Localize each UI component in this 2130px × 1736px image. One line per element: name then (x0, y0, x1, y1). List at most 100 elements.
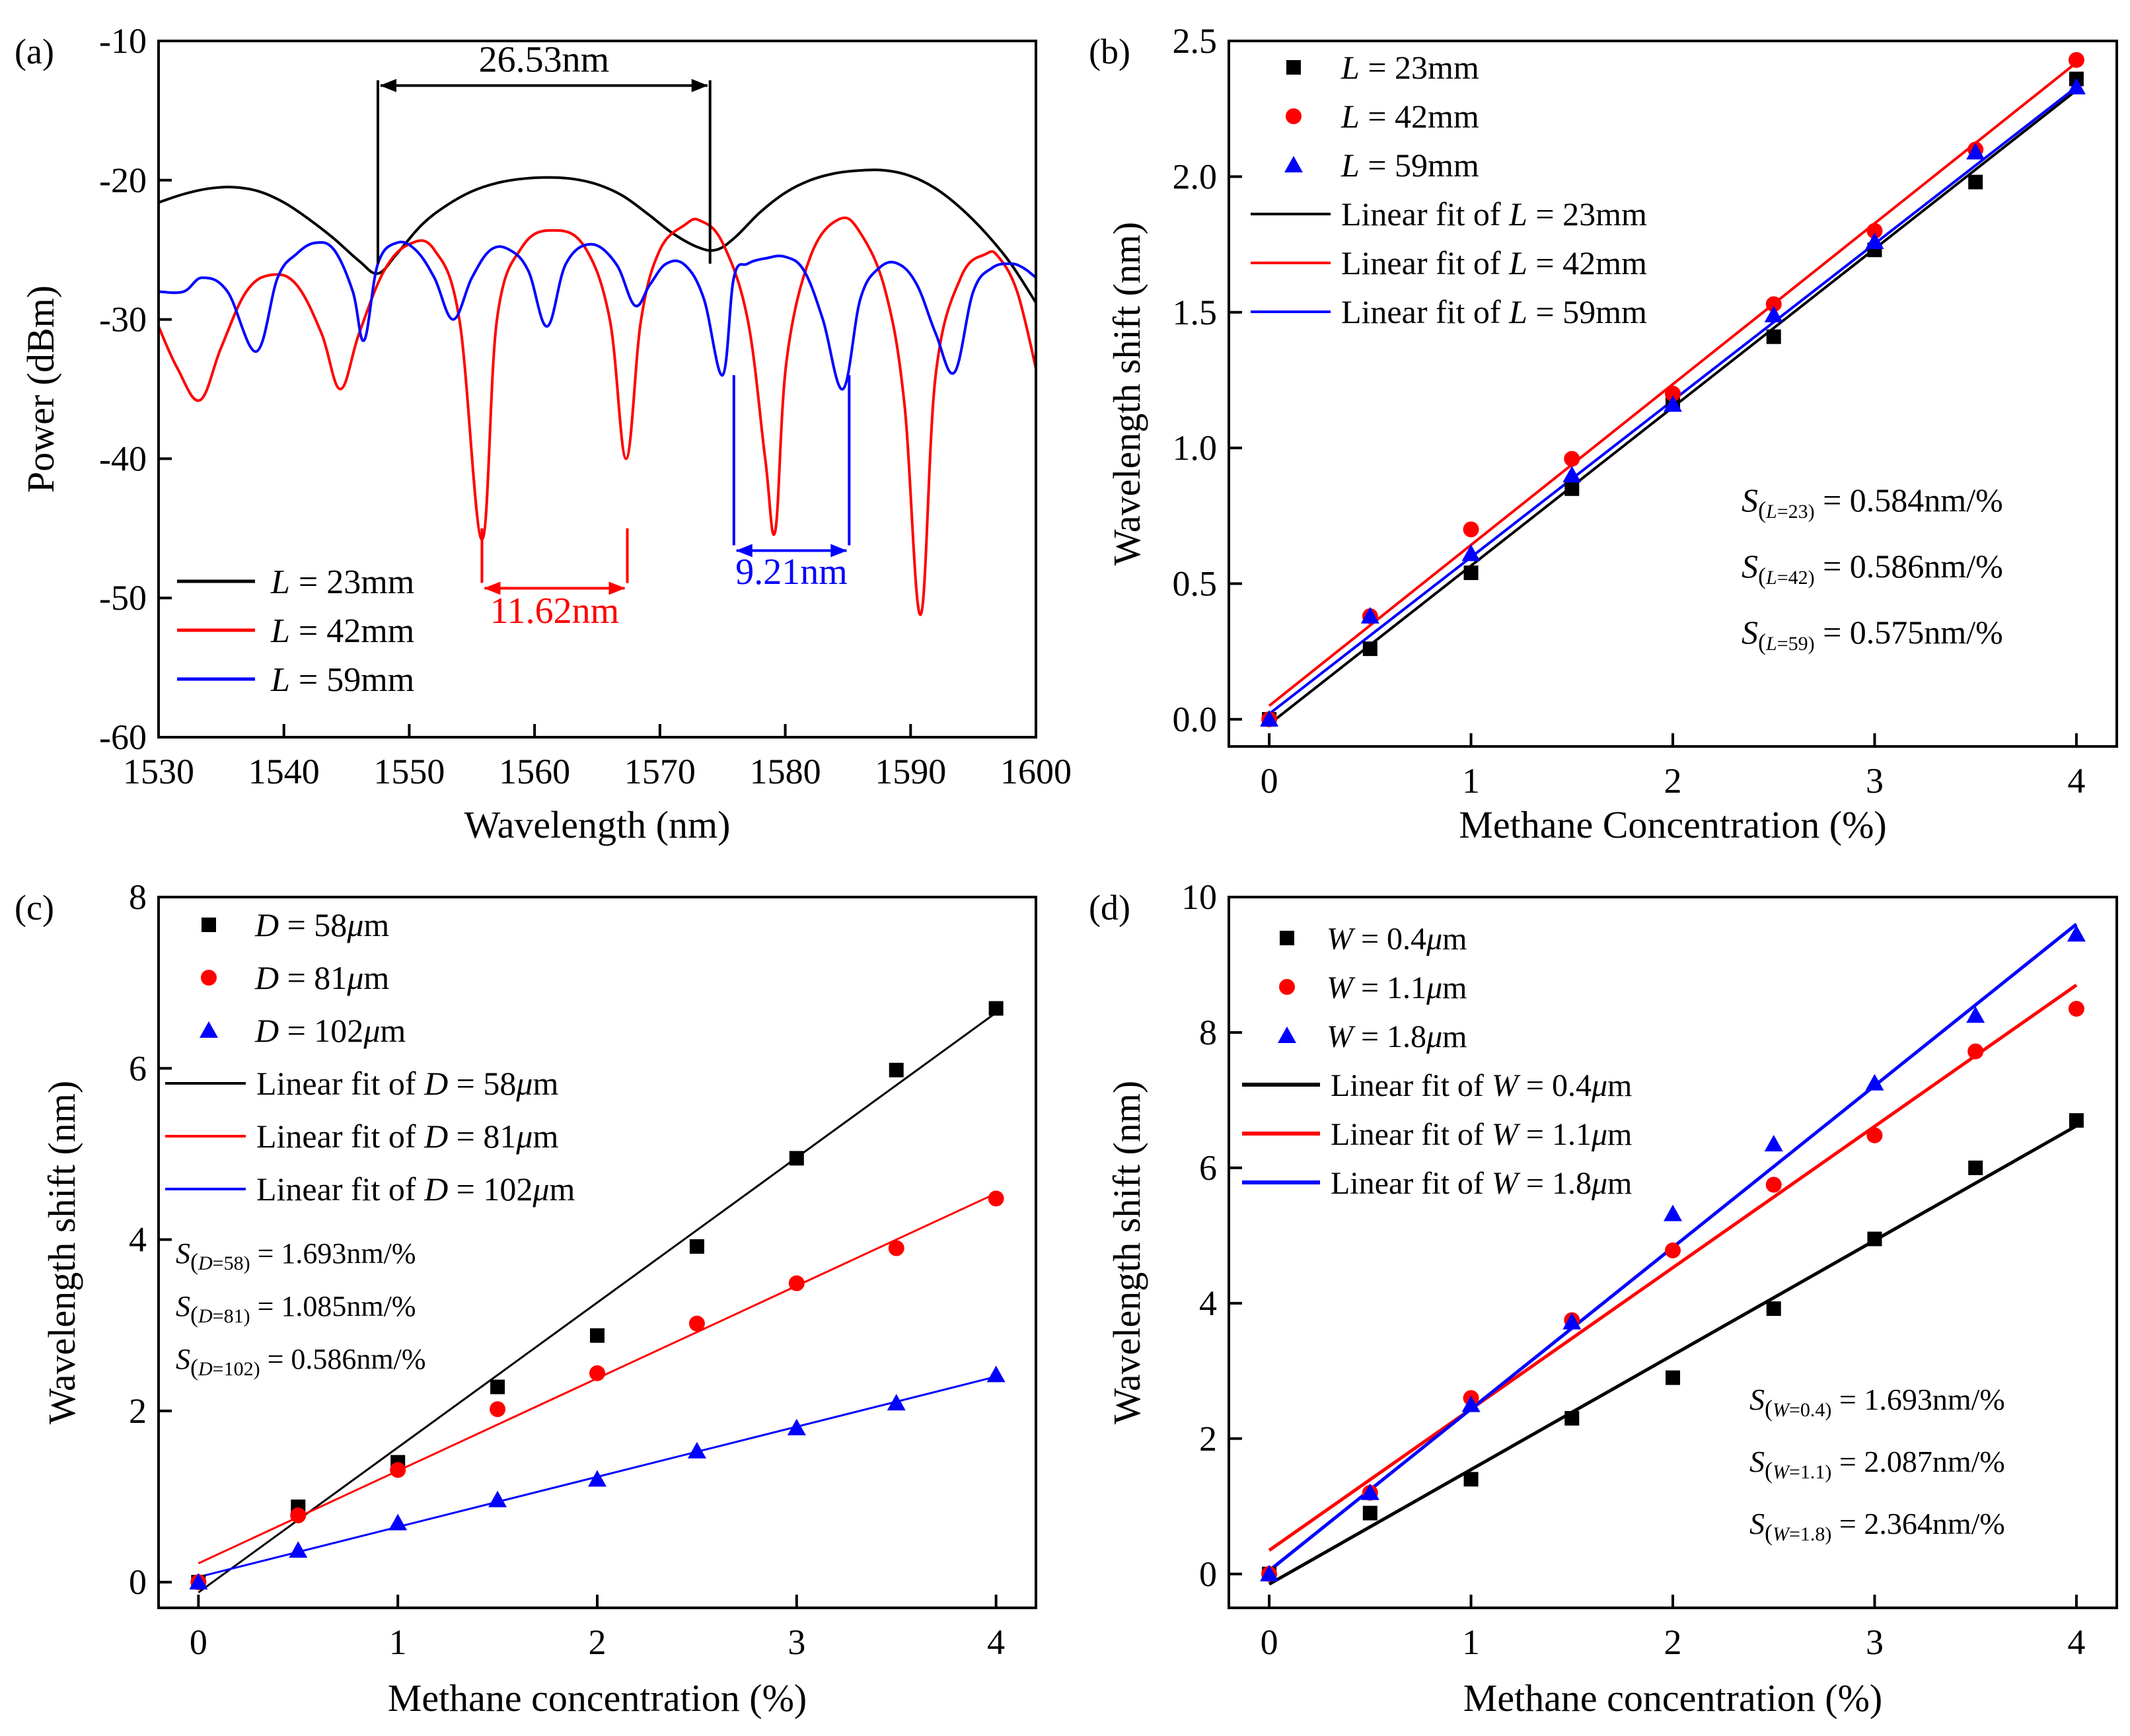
x-tick-label: 1570 (624, 752, 696, 791)
text-span: 1 (389, 1622, 407, 1662)
legend-fit-label: Linear fit of W = 1.1μm (1331, 1117, 1632, 1152)
annotation-label: 11.62nm (490, 591, 619, 632)
x-tick-label: 1 (1462, 1622, 1480, 1662)
text-span: -40 (99, 439, 147, 478)
text-span: m (532, 1118, 558, 1155)
marker-triangle (1360, 606, 1379, 624)
legend-label: D = 81μm (254, 959, 389, 996)
text-span: m (380, 1012, 406, 1049)
text-span: 4 (1199, 1284, 1217, 1323)
marker-circle (589, 1365, 605, 1381)
text-span: m (1607, 1166, 1632, 1201)
panel-d-width-shift: 0 1 2 3 4 0 2 4 6 8 10 Methane concentration (%) Wav… (1089, 877, 2118, 1719)
y-tick-label: 1.5 (1173, 293, 1218, 332)
text-span: W (1327, 1019, 1356, 1054)
y-tick-label: 2 (1199, 1419, 1217, 1459)
marker-square (1968, 174, 1983, 190)
text-span: W (1327, 970, 1356, 1005)
legend-label: W = 1.1μm (1327, 970, 1467, 1005)
legend-label: W = 1.8μm (1327, 1019, 1467, 1054)
text-span: = 2.087nm/% (1831, 1445, 2004, 1478)
text-span: 1.0 (1173, 428, 1218, 468)
text-span: 1570 (624, 752, 696, 791)
panel-b-length-shift: 0 1 2 3 4 0.0 0.5 1.0 1.5 2.0 2.5 Methane Concentra… (1089, 21, 2118, 846)
text-span: = 23mm (1527, 196, 1647, 233)
text-span: Wavelength (nm) (464, 803, 731, 846)
marker-circle (1967, 1043, 1984, 1060)
marker-circle (988, 1190, 1004, 1207)
marker-circle (888, 1240, 904, 1256)
text-span: 6 (129, 1048, 147, 1088)
marker-triangle (488, 1490, 507, 1507)
text-span: (d) (1089, 888, 1130, 927)
text-span: S (176, 1290, 190, 1322)
marker-circle (788, 1275, 805, 1291)
text-span: 2.5 (1173, 21, 1218, 61)
text-span: ( (1758, 497, 1766, 523)
marker-square (1463, 565, 1479, 581)
text-span: =59) (1777, 633, 1815, 655)
marker-triangle (1966, 143, 1985, 160)
marker-circle (201, 970, 217, 986)
marker-triangle (787, 1418, 806, 1435)
y-tick-label: 8 (129, 877, 147, 917)
sensitivity-label: S(D=81) = 1.085nm/% (176, 1290, 416, 1328)
x-tick-label: 4 (2067, 1622, 2085, 1662)
marker-circle (1564, 451, 1580, 467)
text-span: μ (532, 1171, 549, 1208)
sensitivity-label: S(D=102) = 0.586nm/% (176, 1343, 426, 1381)
marker-square (1766, 329, 1781, 344)
y-tick-label: 4 (129, 1220, 147, 1260)
text-span: S (1749, 1383, 1765, 1416)
text-span: Methane concentration (%) (1463, 1677, 1883, 1719)
marker-triangle (200, 1021, 218, 1038)
marker-triangle (1764, 1135, 1783, 1152)
marker-circle (1463, 521, 1479, 538)
text-span: = 0.4 (1518, 1068, 1592, 1103)
marker-square (590, 1328, 605, 1343)
marker-triangle (1664, 1204, 1682, 1221)
text-span: Linear fit of (1331, 1068, 1492, 1103)
y-tick-label: -40 (99, 439, 147, 478)
legend-label: L = 23mm (270, 563, 414, 601)
text-span: S (1742, 614, 1758, 651)
text-span: 1550 (373, 752, 445, 791)
text-span: μ (1591, 1117, 1607, 1152)
y-tick-label: -30 (99, 300, 147, 340)
annotation-arrowhead (484, 581, 501, 595)
text-span: W (1492, 1068, 1521, 1103)
text-span: L (270, 563, 290, 601)
text-span: 1600 (1000, 752, 1072, 791)
text-span: 3 (788, 1622, 805, 1662)
marker-circle (1665, 1242, 1681, 1258)
marker-square (789, 1151, 804, 1166)
text-span: m (549, 1171, 575, 1208)
marker-square (490, 1379, 505, 1394)
text-span: Wavelength shift (nm) (40, 1081, 83, 1424)
y-tick-label: 0.0 (1173, 700, 1218, 739)
marker-triangle (189, 1573, 208, 1590)
y-axis-label: Wavelength shift (nm) (1105, 222, 1148, 565)
panel-label: (a) (15, 32, 54, 71)
y-tick-label: 2.5 (1173, 21, 1218, 61)
text-span: 4 (129, 1220, 147, 1260)
text-span: W (1773, 1461, 1791, 1483)
text-span: =23) (1777, 501, 1815, 523)
marker-square (1463, 1472, 1479, 1487)
text-span: μ (1591, 1166, 1607, 1201)
text-span: 9.21nm (735, 552, 848, 593)
y-axis-label: Power (dBm) (19, 285, 62, 493)
marker-square (1280, 931, 1294, 945)
text-span: 4 (2067, 761, 2085, 801)
text-span: = 1.8 (1518, 1166, 1592, 1201)
text-span: = 23mm (290, 563, 414, 601)
x-tick-label: 0 (1261, 761, 1278, 801)
text-span: -30 (99, 300, 147, 340)
legend-fit-label: Linear fit of W = 1.8μm (1331, 1166, 1632, 1201)
legend-fit-label: Linear fit of D = 58μm (256, 1065, 558, 1102)
text-span: m (363, 959, 389, 996)
marker-square (1564, 1411, 1580, 1426)
x-tick-label: 1 (1462, 761, 1480, 801)
x-tick-label: 1550 (373, 752, 445, 791)
